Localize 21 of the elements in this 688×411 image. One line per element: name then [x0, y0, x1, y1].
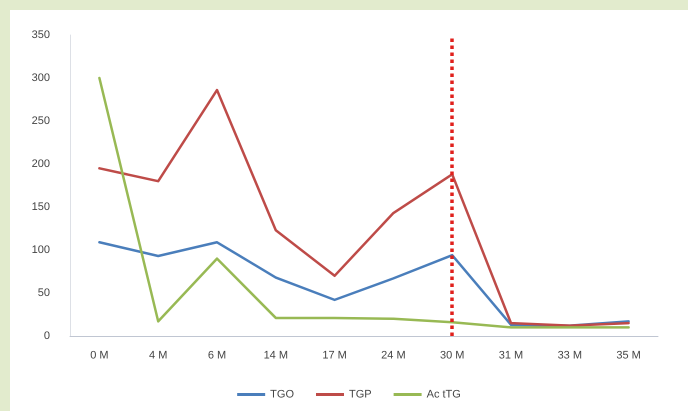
y-tick-label: 250 [32, 115, 50, 127]
y-tick-label: 0 [44, 330, 50, 342]
y-tick-label: 300 [32, 72, 50, 84]
x-tick-label: 24 M [381, 350, 406, 362]
y-tick-label: 50 [38, 287, 50, 299]
legend-label: Ac tTG [426, 388, 461, 400]
x-tick-label: 30 M [440, 350, 464, 362]
x-tick-label: 35 M [616, 350, 641, 362]
x-tick-label: 14 M [264, 350, 288, 362]
legend-label: TGP [348, 388, 372, 400]
x-tick-label: 4 M [149, 350, 168, 362]
x-tick-label: 6 M [208, 350, 226, 362]
x-tick-label: 33 M [558, 350, 582, 362]
y-tick-label: 150 [32, 201, 50, 213]
y-tick-label: 200 [32, 158, 50, 170]
y-tick-label: 350 [32, 29, 50, 41]
x-tick-label: 17 M [322, 350, 347, 362]
x-tick-label: 31 M [498, 350, 524, 362]
y-tick-label: 100 [32, 244, 50, 256]
x-tick-label: 0 M [90, 350, 109, 362]
legend-label: TGO [270, 388, 294, 400]
